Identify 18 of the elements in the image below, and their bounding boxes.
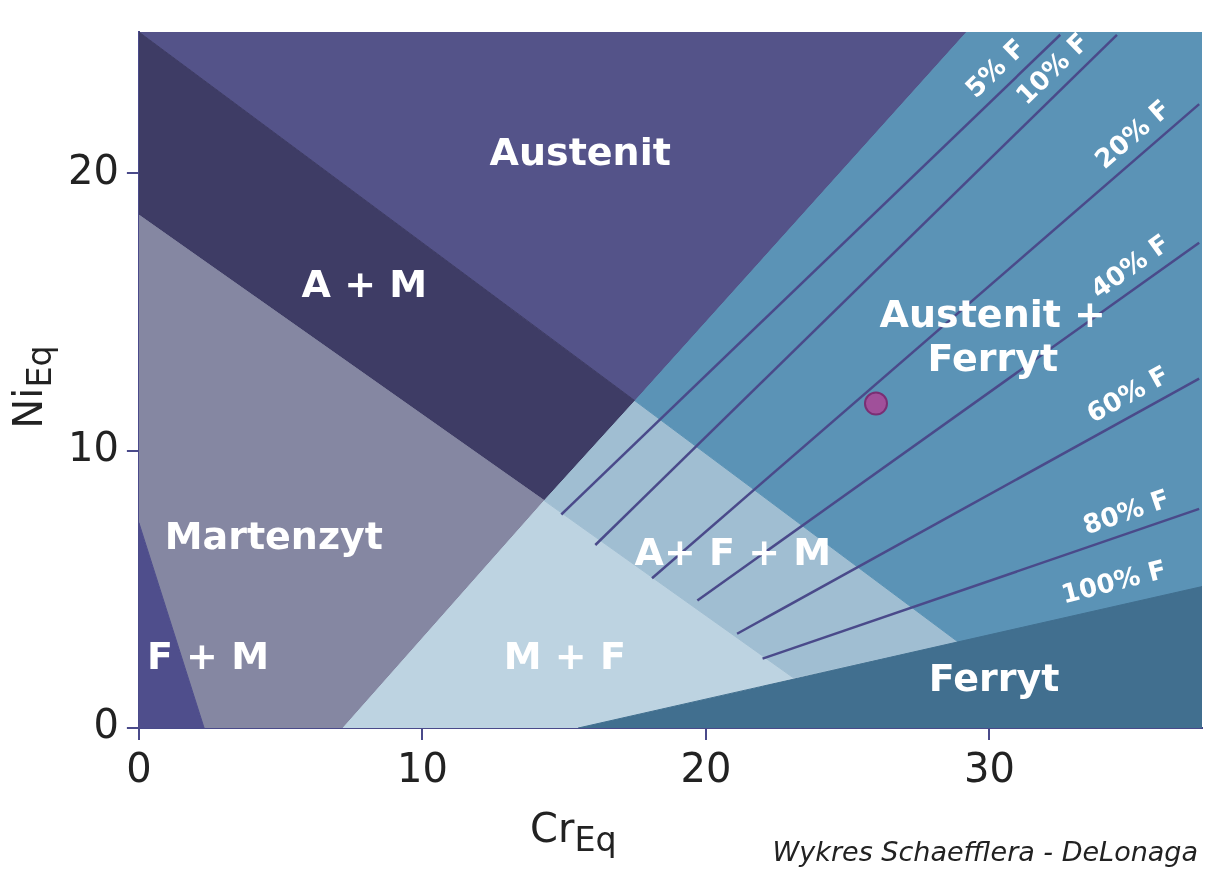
- y-tick-label: 0: [93, 701, 119, 748]
- text: 60% F: [1081, 359, 1174, 429]
- x-axis-title: Cr$_{Eq}$: [530, 805, 617, 859]
- series-label: M + F: [503, 633, 626, 678]
- series-label: Martenzyt: [164, 513, 383, 558]
- annotation: 100% F: [1057, 553, 1170, 610]
- y-tick-label: 10: [67, 424, 119, 471]
- y-tick-label: 20: [67, 146, 119, 193]
- x-tick-label: 30: [963, 745, 1015, 792]
- x-tick-label: 20: [680, 745, 732, 792]
- x-tick-label: 0: [126, 745, 152, 792]
- x-tick-label: 10: [396, 745, 448, 792]
- series-label: A + M: [301, 261, 428, 306]
- text: Wykres Schaefflera - DeLonaga: [772, 836, 1198, 867]
- series-label: F + M: [146, 634, 269, 679]
- text: 80% F: [1079, 482, 1174, 541]
- series-label: Ferryt: [928, 655, 1060, 700]
- series-label: Austenit: [489, 129, 671, 174]
